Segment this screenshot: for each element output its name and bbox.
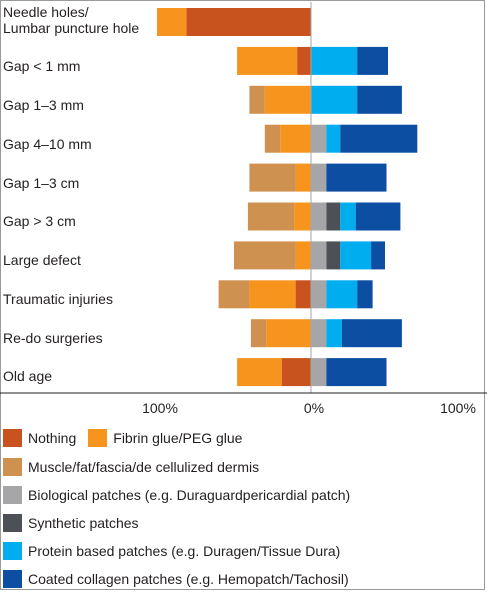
bar-segment-3-row-7 xyxy=(234,241,296,270)
legend-label-coated-collagen: Coated collagen patches (e.g. Hemopatch/… xyxy=(28,571,349,587)
category-label: Traumatic injuries xyxy=(3,291,113,307)
bar-segment-4-row-10 xyxy=(311,358,327,387)
legend-label-synthetic-patches: Synthetic patches xyxy=(28,515,139,531)
legend-row: Synthetic patches xyxy=(3,514,139,532)
bar-segment-3-row-3 xyxy=(249,85,265,114)
legend-row: Protein based patches (e.g. Duragen/Tiss… xyxy=(3,542,340,560)
bar-segment-7-row-8 xyxy=(357,280,373,309)
category-label: Needle holes/ Lumbar puncture hole xyxy=(3,4,140,36)
bar-segment-6-row-8 xyxy=(326,280,358,309)
category-label: Gap < 1 mm xyxy=(3,58,81,74)
bar-segment-1-row-2 xyxy=(297,46,311,75)
bar-segment-7-row-3 xyxy=(357,85,402,114)
bar-segment-7-row-6 xyxy=(355,202,401,231)
bar-segment-7-row-9 xyxy=(341,319,402,348)
bar-segment-7-row-4 xyxy=(340,124,418,153)
legend-row: Coated collagen patches (e.g. Hemopatch/… xyxy=(3,570,349,588)
category-label: Gap 1–3 cm xyxy=(3,175,80,191)
bar-segment-4-row-8 xyxy=(311,280,327,309)
bar-segment-2-row-6 xyxy=(294,202,311,231)
bar-segment-3-row-4 xyxy=(264,124,281,153)
legend-label-muscle-fat: Muscle/fat/fascia/de cellulized dermis xyxy=(28,459,260,475)
legend-label-biological-patches: Biological patches (e.g. Duraguardperica… xyxy=(28,487,351,503)
legend-swatch-nothing xyxy=(3,429,22,447)
bar-segment-3-row-9 xyxy=(250,319,267,348)
bar-segment-6-row-6 xyxy=(340,202,356,231)
bar-segment-2-row-1 xyxy=(157,8,187,36)
bar-segment-7-row-10 xyxy=(326,358,387,387)
bar-segment-4-row-5 xyxy=(311,163,327,192)
bar-segment-6-row-3 xyxy=(311,85,358,114)
legend-label-nothing: Nothing xyxy=(28,430,77,446)
bar-segment-7-row-5 xyxy=(326,163,387,192)
legend-row: Biological patches (e.g. Duraguardperica… xyxy=(3,486,350,504)
bar-segment-3-row-6 xyxy=(247,202,295,231)
x-tick-label-left: 100% xyxy=(142,400,178,416)
legend-label-protein-patches: Protein based patches (e.g. Duragen/Tiss… xyxy=(28,543,341,559)
bar-segment-7-row-7 xyxy=(371,241,385,270)
legend-swatch-fibrin-glue xyxy=(88,429,108,447)
bar-segment-7-row-2 xyxy=(357,46,388,75)
bar-segment-6-row-7 xyxy=(340,241,372,270)
legend-swatch-protein-patches xyxy=(3,542,22,560)
bar-segment-1-row-8 xyxy=(295,280,311,309)
bar-segment-3-row-5 xyxy=(249,163,296,192)
legend-swatch-biological-patches xyxy=(3,486,22,504)
legend-row: Nothing Fibrin glue/PEG glue xyxy=(3,429,242,447)
category-label: Old age xyxy=(3,368,53,384)
legend-label-fibrin-glue: Fibrin glue/PEG glue xyxy=(113,430,243,446)
bar-segment-2-row-2 xyxy=(237,46,298,75)
legend-swatch-synthetic-patches xyxy=(3,514,22,532)
bar-segment-1-row-10 xyxy=(281,358,311,387)
bar-segment-3-row-8 xyxy=(218,280,250,309)
legend-swatch-muscle-fat xyxy=(3,458,22,476)
bar-group xyxy=(157,8,418,387)
category-label: Re-do surgeries xyxy=(3,330,103,346)
bar-segment-1-row-1 xyxy=(186,8,311,36)
bar-segment-2-row-3 xyxy=(264,85,311,114)
legend-row: Muscle/fat/fascia/de cellulized dermis xyxy=(3,458,259,476)
bar-segment-4-row-7 xyxy=(311,241,327,270)
category-label: Gap 4–10 mm xyxy=(3,136,92,152)
bar-segment-6-row-9 xyxy=(326,319,342,348)
chart-plot xyxy=(0,2,487,394)
x-tick-label-zero: 0% xyxy=(303,400,325,416)
category-label: Large defect xyxy=(3,252,81,268)
bar-segment-2-row-9 xyxy=(266,319,311,348)
bar-segment-2-row-7 xyxy=(295,241,311,270)
bar-segment-4-row-6 xyxy=(311,202,327,231)
bar-segment-2-row-4 xyxy=(280,124,311,153)
x-tick-label-right: 100% xyxy=(440,400,476,416)
bar-segment-5-row-6 xyxy=(326,202,341,231)
legend-swatch-coated-collagen xyxy=(3,570,22,588)
category-label: Gap > 3 cm xyxy=(3,213,76,229)
bar-segment-2-row-8 xyxy=(249,280,296,309)
bar-segment-5-row-7 xyxy=(326,241,341,270)
bar-segment-2-row-5 xyxy=(295,163,311,192)
bar-segment-4-row-4 xyxy=(311,124,327,153)
category-label: Gap 1–3 mm xyxy=(3,97,84,113)
bar-segment-2-row-10 xyxy=(237,358,282,387)
bar-segment-4-row-9 xyxy=(311,319,327,348)
bar-segment-6-row-4 xyxy=(326,124,341,153)
bar-segment-6-row-2 xyxy=(311,46,358,75)
